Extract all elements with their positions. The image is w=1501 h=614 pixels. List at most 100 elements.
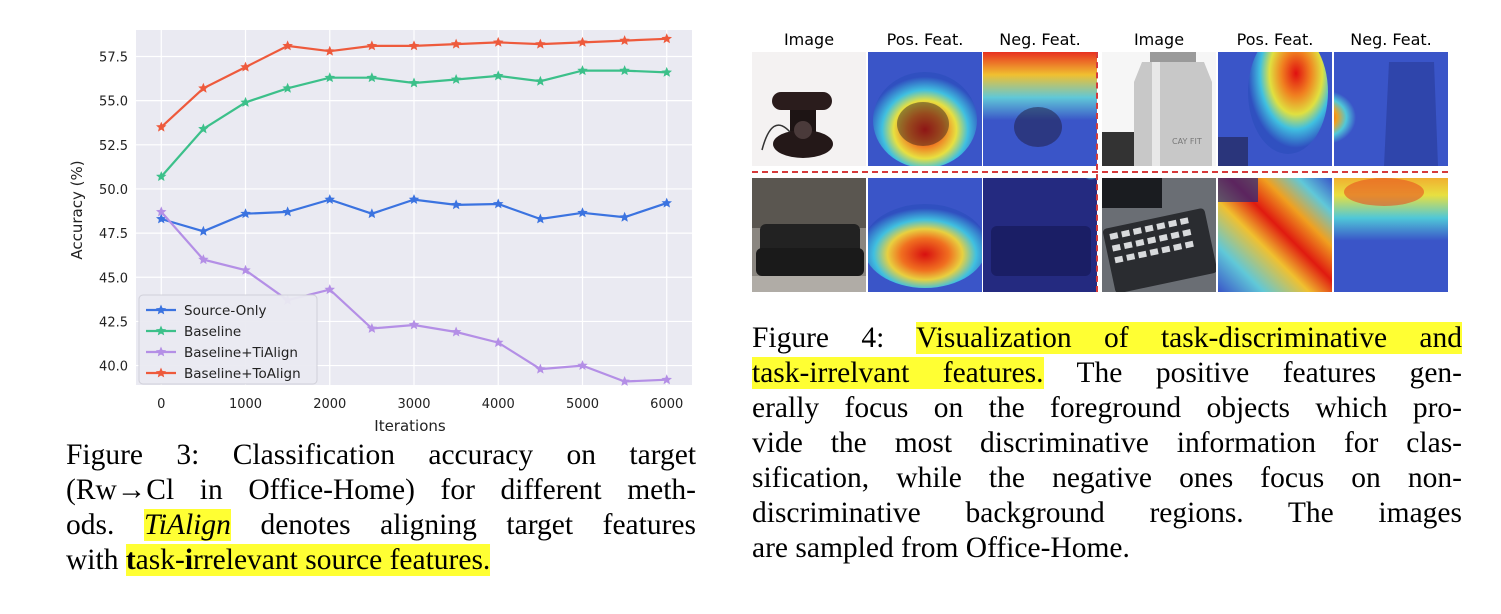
data-point-marker bbox=[198, 82, 209, 93]
data-point-marker bbox=[240, 61, 251, 72]
x-tick-label: 1000 bbox=[229, 397, 262, 412]
data-point-marker bbox=[577, 65, 588, 76]
legend-label: Baseline bbox=[184, 324, 241, 340]
data-point-marker bbox=[408, 319, 420, 330]
data-point-marker bbox=[661, 66, 672, 77]
bold-letter: i bbox=[184, 544, 194, 576]
data-point-marker bbox=[324, 284, 335, 295]
caption-text: are sampled from Office-Home. bbox=[752, 532, 1130, 564]
data-point-marker bbox=[240, 96, 251, 107]
data-point-marker bbox=[366, 40, 378, 51]
keyboard-negative-heatmap bbox=[1334, 178, 1448, 292]
caption-text: rrelevant source features. bbox=[193, 544, 491, 576]
data-point-marker bbox=[661, 197, 672, 208]
separator-horizontal bbox=[752, 171, 1448, 173]
figure-3-caption: Figure 3: Classification accuracy on tar… bbox=[66, 438, 696, 578]
data-point-marker bbox=[493, 70, 504, 81]
sofa-positive-heatmap bbox=[868, 178, 982, 292]
caption-text: erally focus on the foreground objects w… bbox=[752, 392, 1462, 424]
legend-box bbox=[138, 294, 318, 385]
caption-text: sification, while the negative ones focu… bbox=[752, 462, 1462, 494]
data-point-marker bbox=[282, 40, 293, 51]
caption-text: ods. bbox=[66, 509, 115, 541]
legend-marker bbox=[155, 325, 167, 336]
data-point-marker bbox=[198, 254, 209, 265]
x-tick-labels: 0 1000 2000 3000 4000 5000 6000 bbox=[157, 397, 683, 412]
caption-text: The positive features gen- bbox=[1076, 357, 1463, 389]
data-point-marker bbox=[619, 211, 630, 222]
x-axis-label: Iterations bbox=[374, 417, 446, 435]
legend-label: Baseline+TiAlign bbox=[184, 345, 298, 361]
data-point-marker bbox=[156, 213, 167, 224]
series-baseline-toalign bbox=[156, 33, 672, 132]
figure-3: 40.0 42.5 45.0 47.5 50.0 52.5 55.0 57.5 0 1000 20… bbox=[0, 0, 720, 614]
data-point-marker bbox=[156, 121, 167, 132]
data-point-marker bbox=[366, 323, 378, 333]
keyboard-image bbox=[1102, 178, 1216, 292]
data-point-marker bbox=[619, 376, 630, 386]
data-point-marker bbox=[282, 82, 293, 93]
data-point-marker bbox=[450, 199, 462, 210]
x-tick-label: 5000 bbox=[566, 397, 599, 412]
y-tick-label: 52.5 bbox=[99, 139, 128, 154]
data-point-marker bbox=[450, 38, 462, 49]
data-point-marker bbox=[493, 36, 504, 47]
data-point-marker bbox=[535, 75, 546, 86]
y-tick-label: 45.0 bbox=[99, 271, 128, 286]
data-point-marker bbox=[493, 198, 504, 209]
legend-marker bbox=[155, 367, 167, 378]
telephone-negative-heatmap bbox=[983, 52, 1097, 166]
data-point-marker bbox=[240, 208, 251, 219]
data-point-marker bbox=[282, 206, 293, 217]
x-tick-label: 0 bbox=[157, 397, 165, 412]
bottle-negative-heatmap bbox=[1334, 52, 1448, 166]
y-tick-label: 42.5 bbox=[99, 315, 128, 330]
column-header-image: Image bbox=[783, 30, 835, 49]
caption-text: discriminative background regions. The i… bbox=[752, 497, 1462, 529]
data-point-marker bbox=[156, 171, 167, 181]
data-point-marker bbox=[619, 65, 630, 76]
x-tick-label: 2000 bbox=[313, 397, 346, 412]
chart-legend: Source-Only Baseline Baseline+TiAlign Basel… bbox=[138, 294, 318, 385]
column-header-pos-feat: Pos. Feat. bbox=[1236, 30, 1314, 49]
telephone-image bbox=[752, 52, 866, 166]
caption-text: Classification accuracy on target bbox=[232, 439, 697, 471]
legend-marker bbox=[155, 304, 167, 315]
data-point-marker bbox=[493, 337, 504, 348]
caption-text: vide the most discriminative information… bbox=[752, 427, 1462, 459]
x-tick-label: 6000 bbox=[650, 397, 683, 412]
data-point-marker bbox=[577, 36, 588, 47]
legend-label: Baseline+ToAlign bbox=[184, 366, 301, 382]
legend-label: Source-Only bbox=[184, 303, 267, 319]
y-axis-label: Accuracy (%) bbox=[68, 160, 86, 259]
data-point-marker bbox=[198, 225, 209, 236]
caption-text: denotes aligning target features bbox=[260, 509, 696, 541]
data-point-marker bbox=[324, 72, 335, 83]
column-header-pos-feat: Pos. Feat. bbox=[886, 30, 964, 49]
bold-letter: t bbox=[125, 544, 136, 576]
data-point-marker bbox=[535, 213, 546, 224]
bottle-positive-heatmap bbox=[1218, 52, 1332, 166]
accuracy-line-chart: 40.0 42.5 45.0 47.5 50.0 52.5 55.0 57.5 0 1000 20… bbox=[68, 30, 692, 435]
caption-text: (Rw→Cl in Office-Home) for different met… bbox=[66, 474, 696, 506]
telephone-positive-heatmap bbox=[868, 52, 982, 166]
data-point-marker bbox=[661, 33, 672, 44]
data-point-marker bbox=[408, 194, 420, 204]
column-header-image: Image bbox=[1133, 30, 1185, 49]
data-point-marker bbox=[366, 208, 378, 219]
data-point-marker bbox=[619, 35, 630, 45]
column-header-neg-feat: Neg. Feat. bbox=[1350, 30, 1432, 49]
series-lines bbox=[156, 33, 672, 386]
caption-prefix: Figure 4: bbox=[752, 322, 885, 354]
data-point-marker bbox=[408, 40, 420, 51]
caption-text: with bbox=[66, 544, 119, 576]
bottle-image: CAY FIT bbox=[1102, 52, 1216, 166]
data-point-marker bbox=[535, 38, 546, 49]
y-tick-label: 50.0 bbox=[99, 183, 128, 198]
x-tick-label: 4000 bbox=[482, 397, 515, 412]
data-point-marker bbox=[661, 374, 672, 385]
column-header-neg-feat: Neg. Feat. bbox=[999, 30, 1081, 49]
caption-text: ask- bbox=[135, 544, 185, 576]
y-tick-labels: 40.0 42.5 45.0 47.5 50.0 52.5 55.0 57.5 bbox=[99, 50, 128, 374]
data-point-marker bbox=[366, 72, 378, 83]
